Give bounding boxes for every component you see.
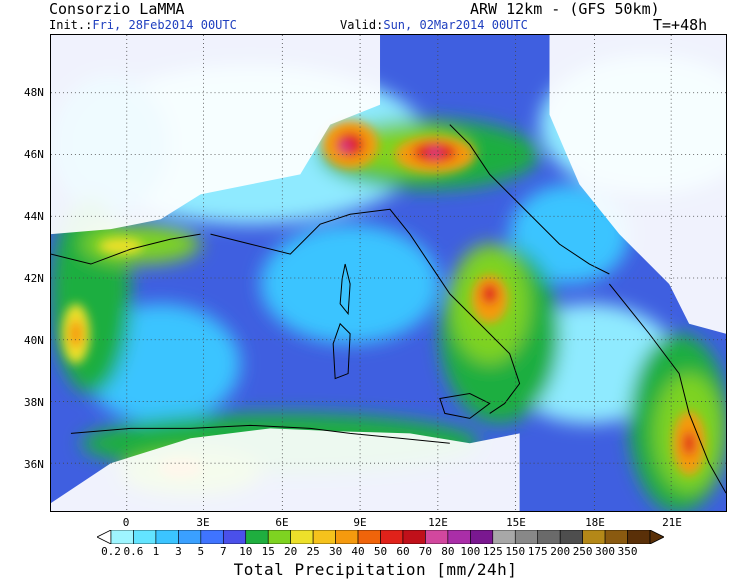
lon-label-9e: 9E	[353, 516, 367, 529]
colorbar-swatch	[222, 530, 247, 544]
legend-title: Total Precipitation [mm/24h]	[233, 560, 518, 579]
colorbar-swatch	[245, 530, 269, 544]
colorbar-label: 7	[219, 545, 227, 558]
colorbar-label: 150	[505, 545, 526, 558]
colorbar-label: 80	[441, 545, 455, 558]
valid-time: Valid:Sun, 02Mar2014 00UTC	[340, 19, 528, 32]
colorbar-label: 3	[175, 545, 182, 558]
colorbar-label: 100	[460, 545, 481, 558]
lat-label-40n: 40N	[24, 334, 44, 347]
colorbar-swatch	[335, 530, 359, 544]
colorbar-swatch	[582, 530, 606, 544]
lead-time: T=+48h	[653, 16, 708, 34]
colorbar-swatch	[312, 530, 336, 544]
init-time: Init.:Fri, 28Feb2014 00UTC	[49, 19, 237, 32]
lat-label-44n: 44N	[24, 210, 44, 223]
colorbar-label: 300	[595, 545, 616, 558]
colorbar-label: 70	[418, 545, 433, 558]
lon-label-15e: 15E	[506, 516, 526, 529]
colorbar-label: 0.2	[101, 545, 121, 558]
lat-label-36n: 36N	[24, 458, 44, 471]
colorbar-label: 40	[351, 545, 365, 558]
france-land	[51, 35, 381, 235]
colorbar-label: 10	[239, 545, 253, 558]
colorbar-swatch	[559, 530, 583, 544]
colorbar-label: 250	[572, 545, 593, 558]
colorbar-label: 60	[396, 545, 410, 558]
colorbar-swatch	[267, 530, 291, 544]
colorbar-swatch	[627, 530, 651, 544]
colorbar-label: 5	[197, 545, 205, 558]
colorbar-high-arrow	[649, 530, 664, 544]
colorbar-swatch	[178, 530, 202, 544]
colorbar-swatch	[380, 530, 404, 544]
lon-label-12e: 12E	[428, 516, 448, 529]
org-title: Consorzio LaMMA	[49, 0, 185, 18]
init-value: Fri, 28Feb2014 00UTC	[92, 18, 237, 32]
lon-label-21e: 21E	[662, 516, 682, 529]
colorbar-label: 1	[152, 545, 160, 558]
colorbar-label: 25	[306, 545, 320, 558]
colorbar-swatch	[110, 530, 134, 544]
colorbar-swatch	[492, 530, 516, 544]
colorbar-label: 200	[550, 545, 571, 558]
colorbar-swatch	[357, 530, 381, 544]
colorbar-low-arrow	[97, 530, 112, 544]
colorbar-label: 15	[261, 545, 275, 558]
lon-label-18e: 18E	[585, 516, 605, 529]
colorbar-label: 30	[328, 545, 343, 558]
colorbar-label: 175	[527, 545, 548, 558]
precipitation-map	[50, 34, 727, 512]
init-label: Init.:	[49, 18, 93, 32]
colorbar-swatch	[447, 530, 471, 544]
lon-label-0: 0	[122, 516, 130, 529]
valid-value: Sun, 02Mar2014 00UTC	[383, 18, 528, 32]
precipitation-colorbar	[97, 530, 664, 544]
lat-label-42n: 42N	[24, 272, 44, 285]
colorbar-swatch	[290, 530, 314, 544]
colorbar-swatch	[470, 530, 494, 544]
colorbar-label: 50	[373, 545, 388, 558]
colorbar-label: 0.6	[123, 545, 144, 558]
colorbar-label: 125	[482, 545, 503, 558]
colorbar-swatch	[514, 530, 539, 544]
balkans-land	[549, 35, 726, 334]
north-africa-land	[51, 428, 520, 511]
colorbar-swatch	[155, 530, 179, 544]
model-title: ARW 12km - (GFS 50km)	[470, 0, 660, 18]
colorbar-swatch	[133, 530, 157, 544]
colorbar-swatch	[425, 530, 449, 544]
lat-label-46n: 46N	[24, 148, 44, 161]
lat-label-48n: 48N	[24, 86, 44, 99]
colorbar-swatch	[604, 530, 628, 544]
lon-label-3e: 3E	[196, 516, 210, 529]
colorbar-swatch	[402, 530, 426, 544]
valid-label: Valid:	[340, 18, 384, 32]
colorbar-label: 20	[284, 545, 298, 558]
lat-label-38n: 38N	[24, 396, 44, 409]
colorbar-label: 350	[617, 545, 638, 558]
colorbar-swatch	[200, 530, 224, 544]
colorbar-swatch	[537, 530, 561, 544]
lon-label-6e: 6E	[275, 516, 289, 529]
